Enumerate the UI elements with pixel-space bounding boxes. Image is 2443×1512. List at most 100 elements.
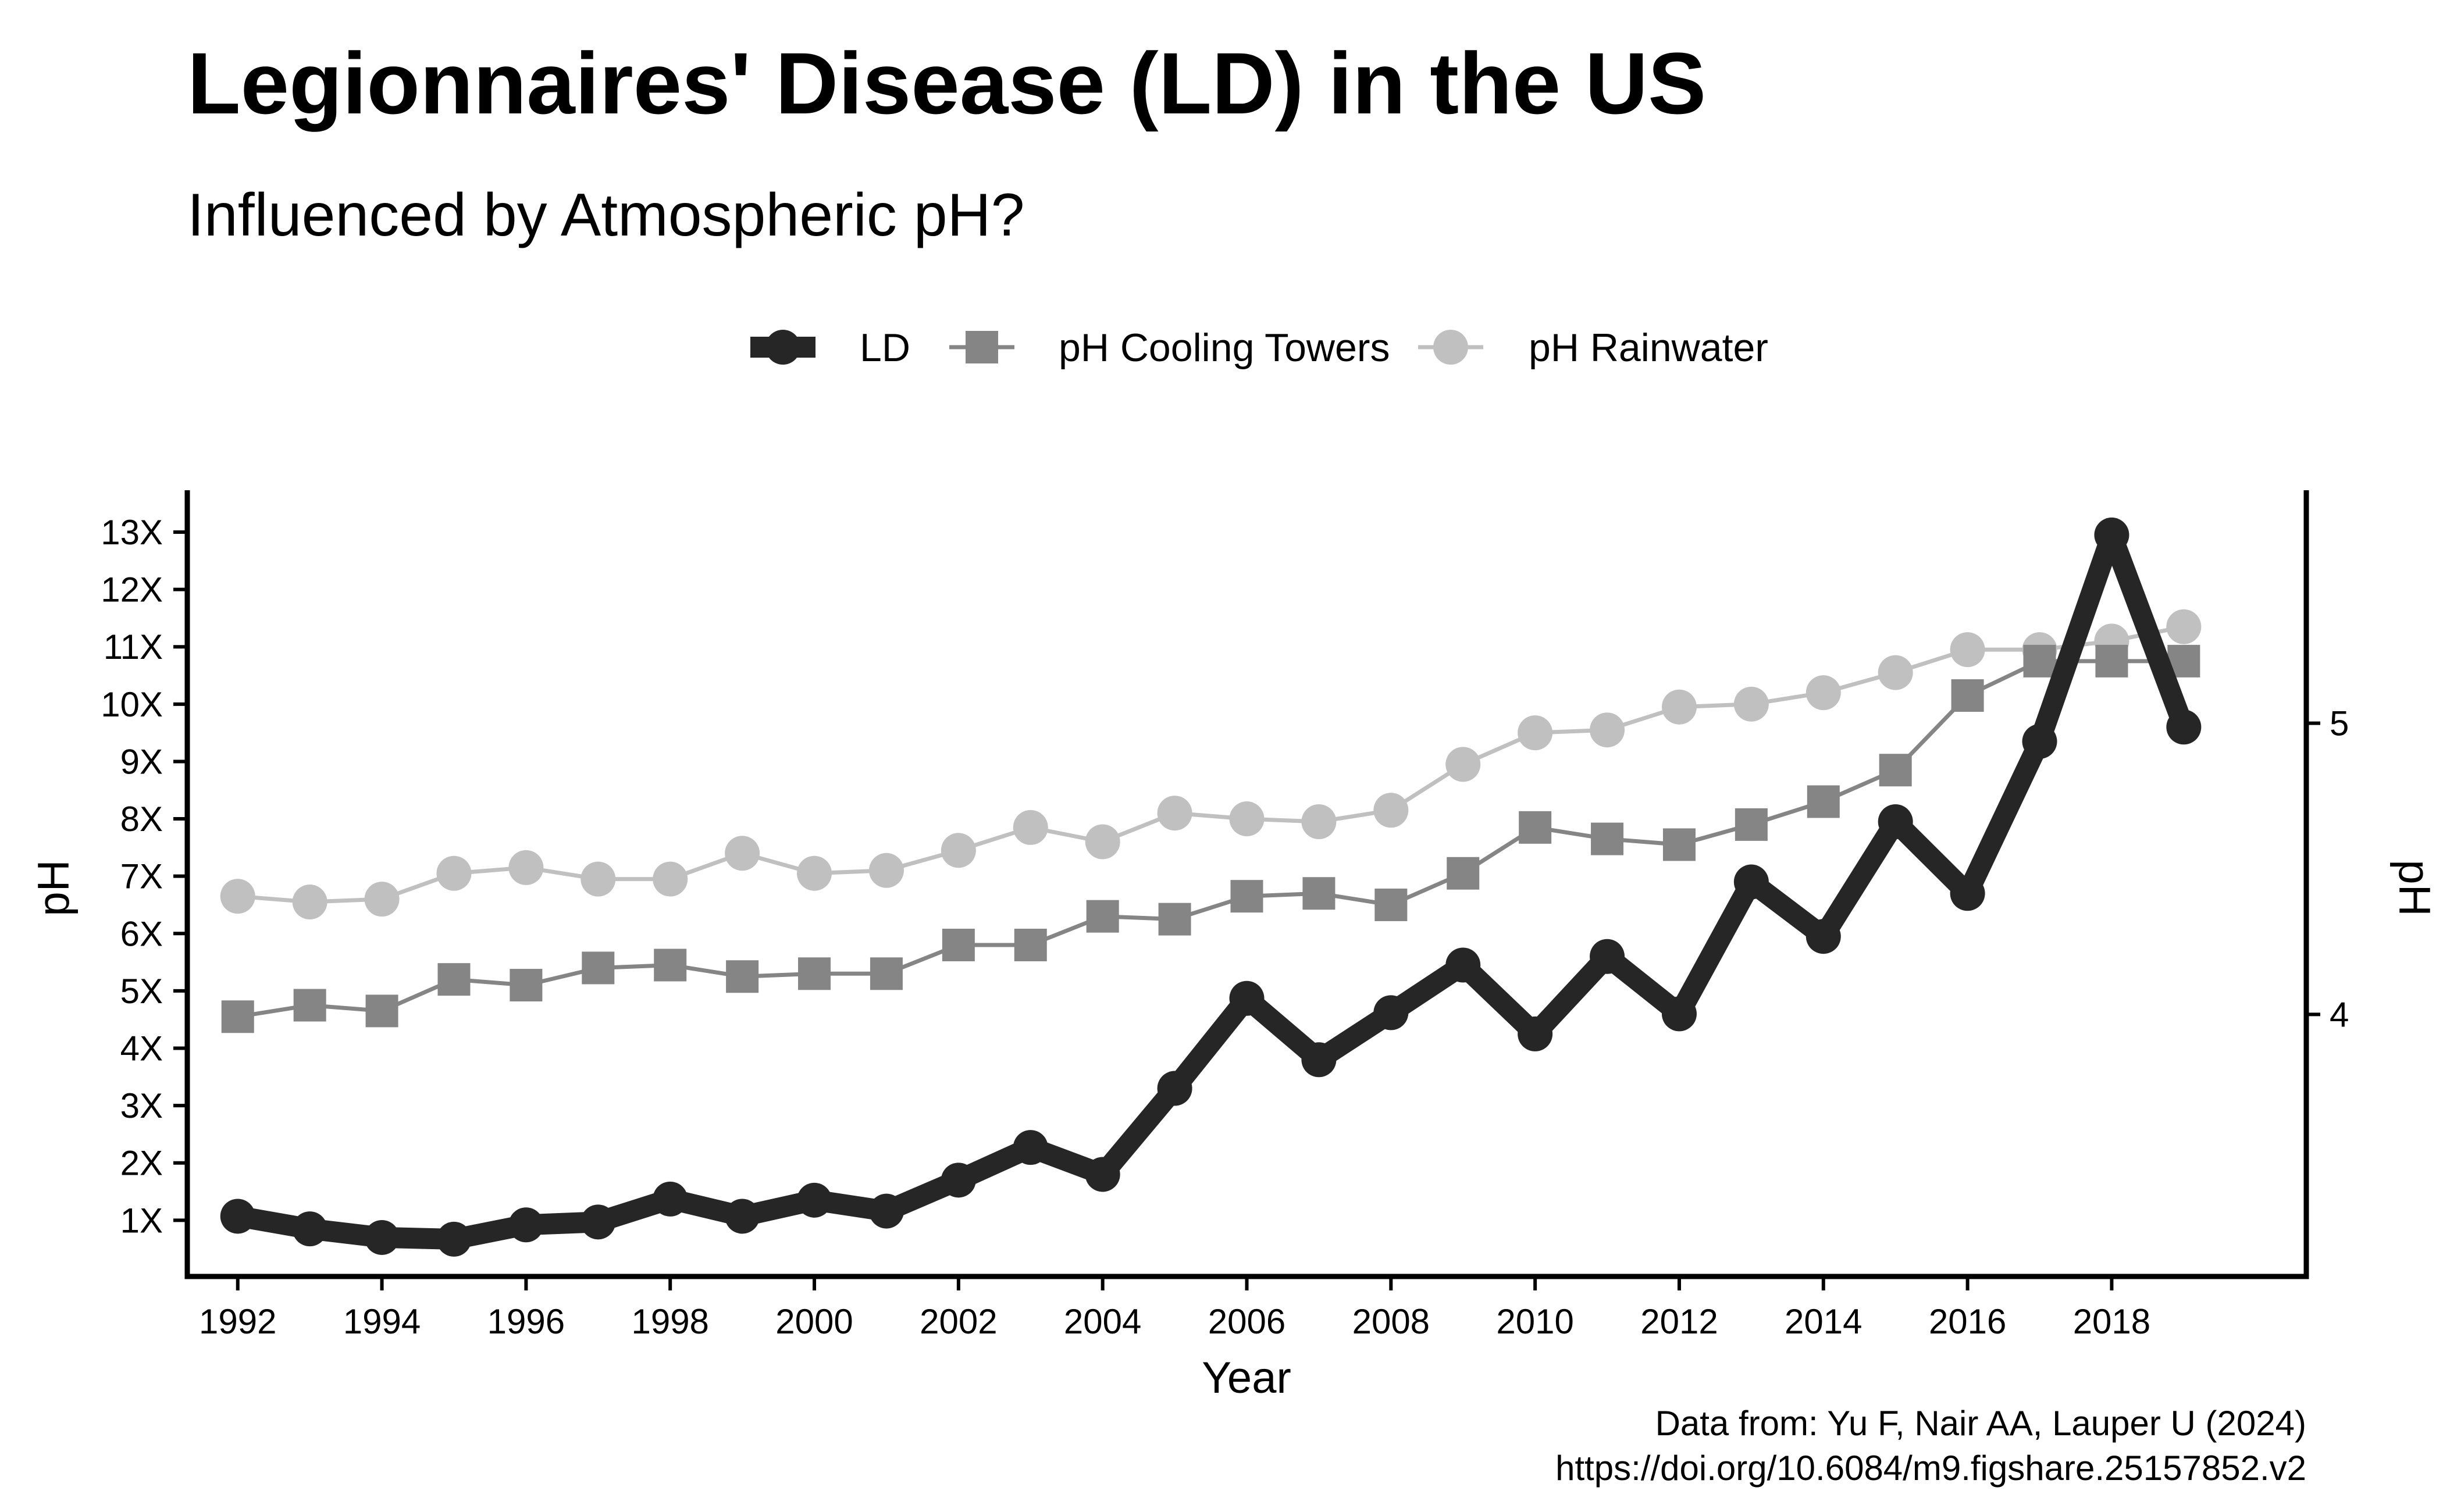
y-right-tick-label-4: 4: [2330, 995, 2349, 1034]
series-ph-rainwater: [220, 609, 2202, 920]
point-ph-rainwater-2007: [1301, 804, 1337, 839]
point-ph-cooling-towers-1993: [293, 989, 326, 1022]
series-ph-cooling-towers: [221, 644, 2200, 1033]
point-ph-rainwater-2014: [1805, 675, 1841, 711]
point-ph-rainwater-2000: [797, 855, 832, 891]
point-ph-cooling-towers-2013: [1735, 808, 1768, 841]
point-ph-rainwater-1997: [581, 861, 616, 897]
x-tick-label-1996: 1996: [487, 1302, 565, 1341]
point-ph-cooling-towers-2007: [1302, 877, 1336, 910]
point-ld-2010: [1518, 1016, 1553, 1051]
point-ld-1995: [436, 1221, 472, 1257]
point-ph-rainwater-2015: [1878, 655, 1913, 690]
chart-title: Legionnaires' Disease (LD) in the US: [187, 34, 1706, 132]
y-left-tick-label-1X: 1X: [120, 1201, 163, 1240]
y-left-tick-label-2X: 2X: [120, 1144, 163, 1183]
x-tick-label-2004: 2004: [1064, 1302, 1141, 1341]
point-ld-1999: [725, 1199, 760, 1234]
series-ld: [220, 517, 2202, 1257]
legend-key-ph-rainwater: [1418, 330, 1483, 365]
x-tick-label-2008: 2008: [1352, 1302, 1430, 1341]
y-left-tick-label-11X: 11X: [104, 627, 163, 666]
legend-marker-ld: [765, 330, 800, 365]
point-ph-cooling-towers-2011: [1591, 822, 1624, 855]
point-ld-2015: [1878, 804, 1913, 839]
y-axis-right-title: pH: [2389, 860, 2439, 916]
point-ph-rainwater-2009: [1445, 747, 1481, 782]
legend-key-ph-cooling-towers: [949, 331, 1014, 363]
point-ld-2003: [1013, 1130, 1048, 1165]
point-ph-rainwater-1994: [364, 882, 400, 917]
series-line-ld: [227, 524, 2195, 1250]
point-ph-cooling-towers-2009: [1447, 857, 1480, 890]
y-left-tick-label-8X: 8X: [120, 800, 163, 839]
point-ph-cooling-towers-2008: [1374, 888, 1408, 921]
y-left-tick-label-9X: 9X: [120, 742, 163, 781]
point-ld-1998: [653, 1181, 688, 1217]
point-ld-2019: [2166, 709, 2202, 745]
x-tick-label-2002: 2002: [920, 1302, 997, 1341]
point-ph-cooling-towers-2010: [1519, 811, 1552, 844]
point-ph-cooling-towers-2003: [1014, 929, 1047, 962]
y-left-tick-label-5X: 5X: [120, 972, 163, 1011]
point-ph-rainwater-2002: [941, 833, 976, 868]
point-ld-2002: [941, 1162, 976, 1198]
point-ld-1992: [220, 1199, 255, 1234]
point-ph-rainwater-2019: [2166, 609, 2202, 644]
point-ph-rainwater-2006: [1229, 801, 1265, 837]
x-tick-label-2014: 2014: [1785, 1302, 1862, 1341]
y-axis-left-title: pH: [29, 860, 79, 916]
point-ph-cooling-towers-1994: [365, 994, 398, 1028]
caption-line-2: https://doi.org/10.6084/m9.figshare.2515…: [1555, 1449, 2306, 1488]
y-left-tick-label-12X: 12X: [101, 570, 163, 609]
series-line-ph-rainwater: [236, 625, 2186, 904]
point-ph-cooling-towers-1998: [654, 948, 687, 982]
point-ld-2017: [2022, 723, 2057, 759]
y-left-tick-label-10X: 10X: [101, 685, 163, 724]
point-ph-cooling-towers-2001: [870, 957, 903, 990]
x-tick-label-1992: 1992: [199, 1302, 276, 1341]
point-ph-rainwater-2008: [1373, 793, 1409, 828]
legend: LD pH Cooling Towers pH Rainwater: [750, 326, 1768, 370]
y-left-tick-label-4X: 4X: [120, 1029, 163, 1068]
point-ph-cooling-towers-2018: [2095, 644, 2128, 677]
legend-marker-ph-cooling-towers: [966, 331, 998, 363]
point-ld-1994: [364, 1219, 400, 1255]
x-tick-label-2000: 2000: [775, 1302, 853, 1341]
point-ph-rainwater-2016: [1950, 632, 1985, 668]
x-tick-label-1994: 1994: [343, 1302, 421, 1341]
x-tick-label-2018: 2018: [2073, 1302, 2150, 1341]
point-ph-rainwater-2011: [1590, 712, 1625, 748]
point-ph-rainwater-2013: [1733, 686, 1769, 722]
point-ld-2009: [1445, 947, 1481, 983]
point-ph-cooling-towers-1997: [582, 951, 615, 985]
point-ph-rainwater-2004: [1085, 824, 1120, 860]
point-ph-rainwater-1995: [436, 855, 472, 891]
point-ph-cooling-towers-2012: [1662, 828, 1696, 861]
x-tick-label-2010: 2010: [1496, 1302, 1573, 1341]
x-tick-label-2016: 2016: [1929, 1302, 2006, 1341]
point-ph-cooling-towers-2002: [942, 929, 975, 962]
y-left-tick-label-6X: 6X: [120, 914, 163, 953]
point-ph-rainwater-1992: [220, 879, 255, 914]
point-ph-cooling-towers-2016: [1951, 679, 1984, 712]
point-ld-2008: [1373, 995, 1409, 1030]
point-ph-rainwater-2001: [868, 853, 904, 888]
point-ph-cooling-towers-2005: [1158, 903, 1191, 936]
legend-key-ld: [750, 330, 815, 365]
point-ph-rainwater-2003: [1013, 810, 1048, 845]
point-ph-cooling-towers-1992: [221, 1000, 254, 1033]
point-ph-cooling-towers-1996: [510, 969, 543, 1002]
point-ld-2011: [1590, 939, 1625, 974]
series-layer: [220, 517, 2202, 1257]
point-ld-2014: [1805, 919, 1841, 954]
chart-subtitle: Influenced by Atmospheric pH?: [187, 181, 1025, 249]
point-ph-cooling-towers-2004: [1086, 900, 1119, 933]
point-ph-cooling-towers-2017: [2023, 644, 2056, 677]
point-ph-rainwater-2012: [1661, 689, 1697, 725]
point-ld-2016: [1950, 876, 1985, 911]
point-ld-1993: [292, 1211, 327, 1247]
point-ld-1996: [508, 1207, 544, 1243]
